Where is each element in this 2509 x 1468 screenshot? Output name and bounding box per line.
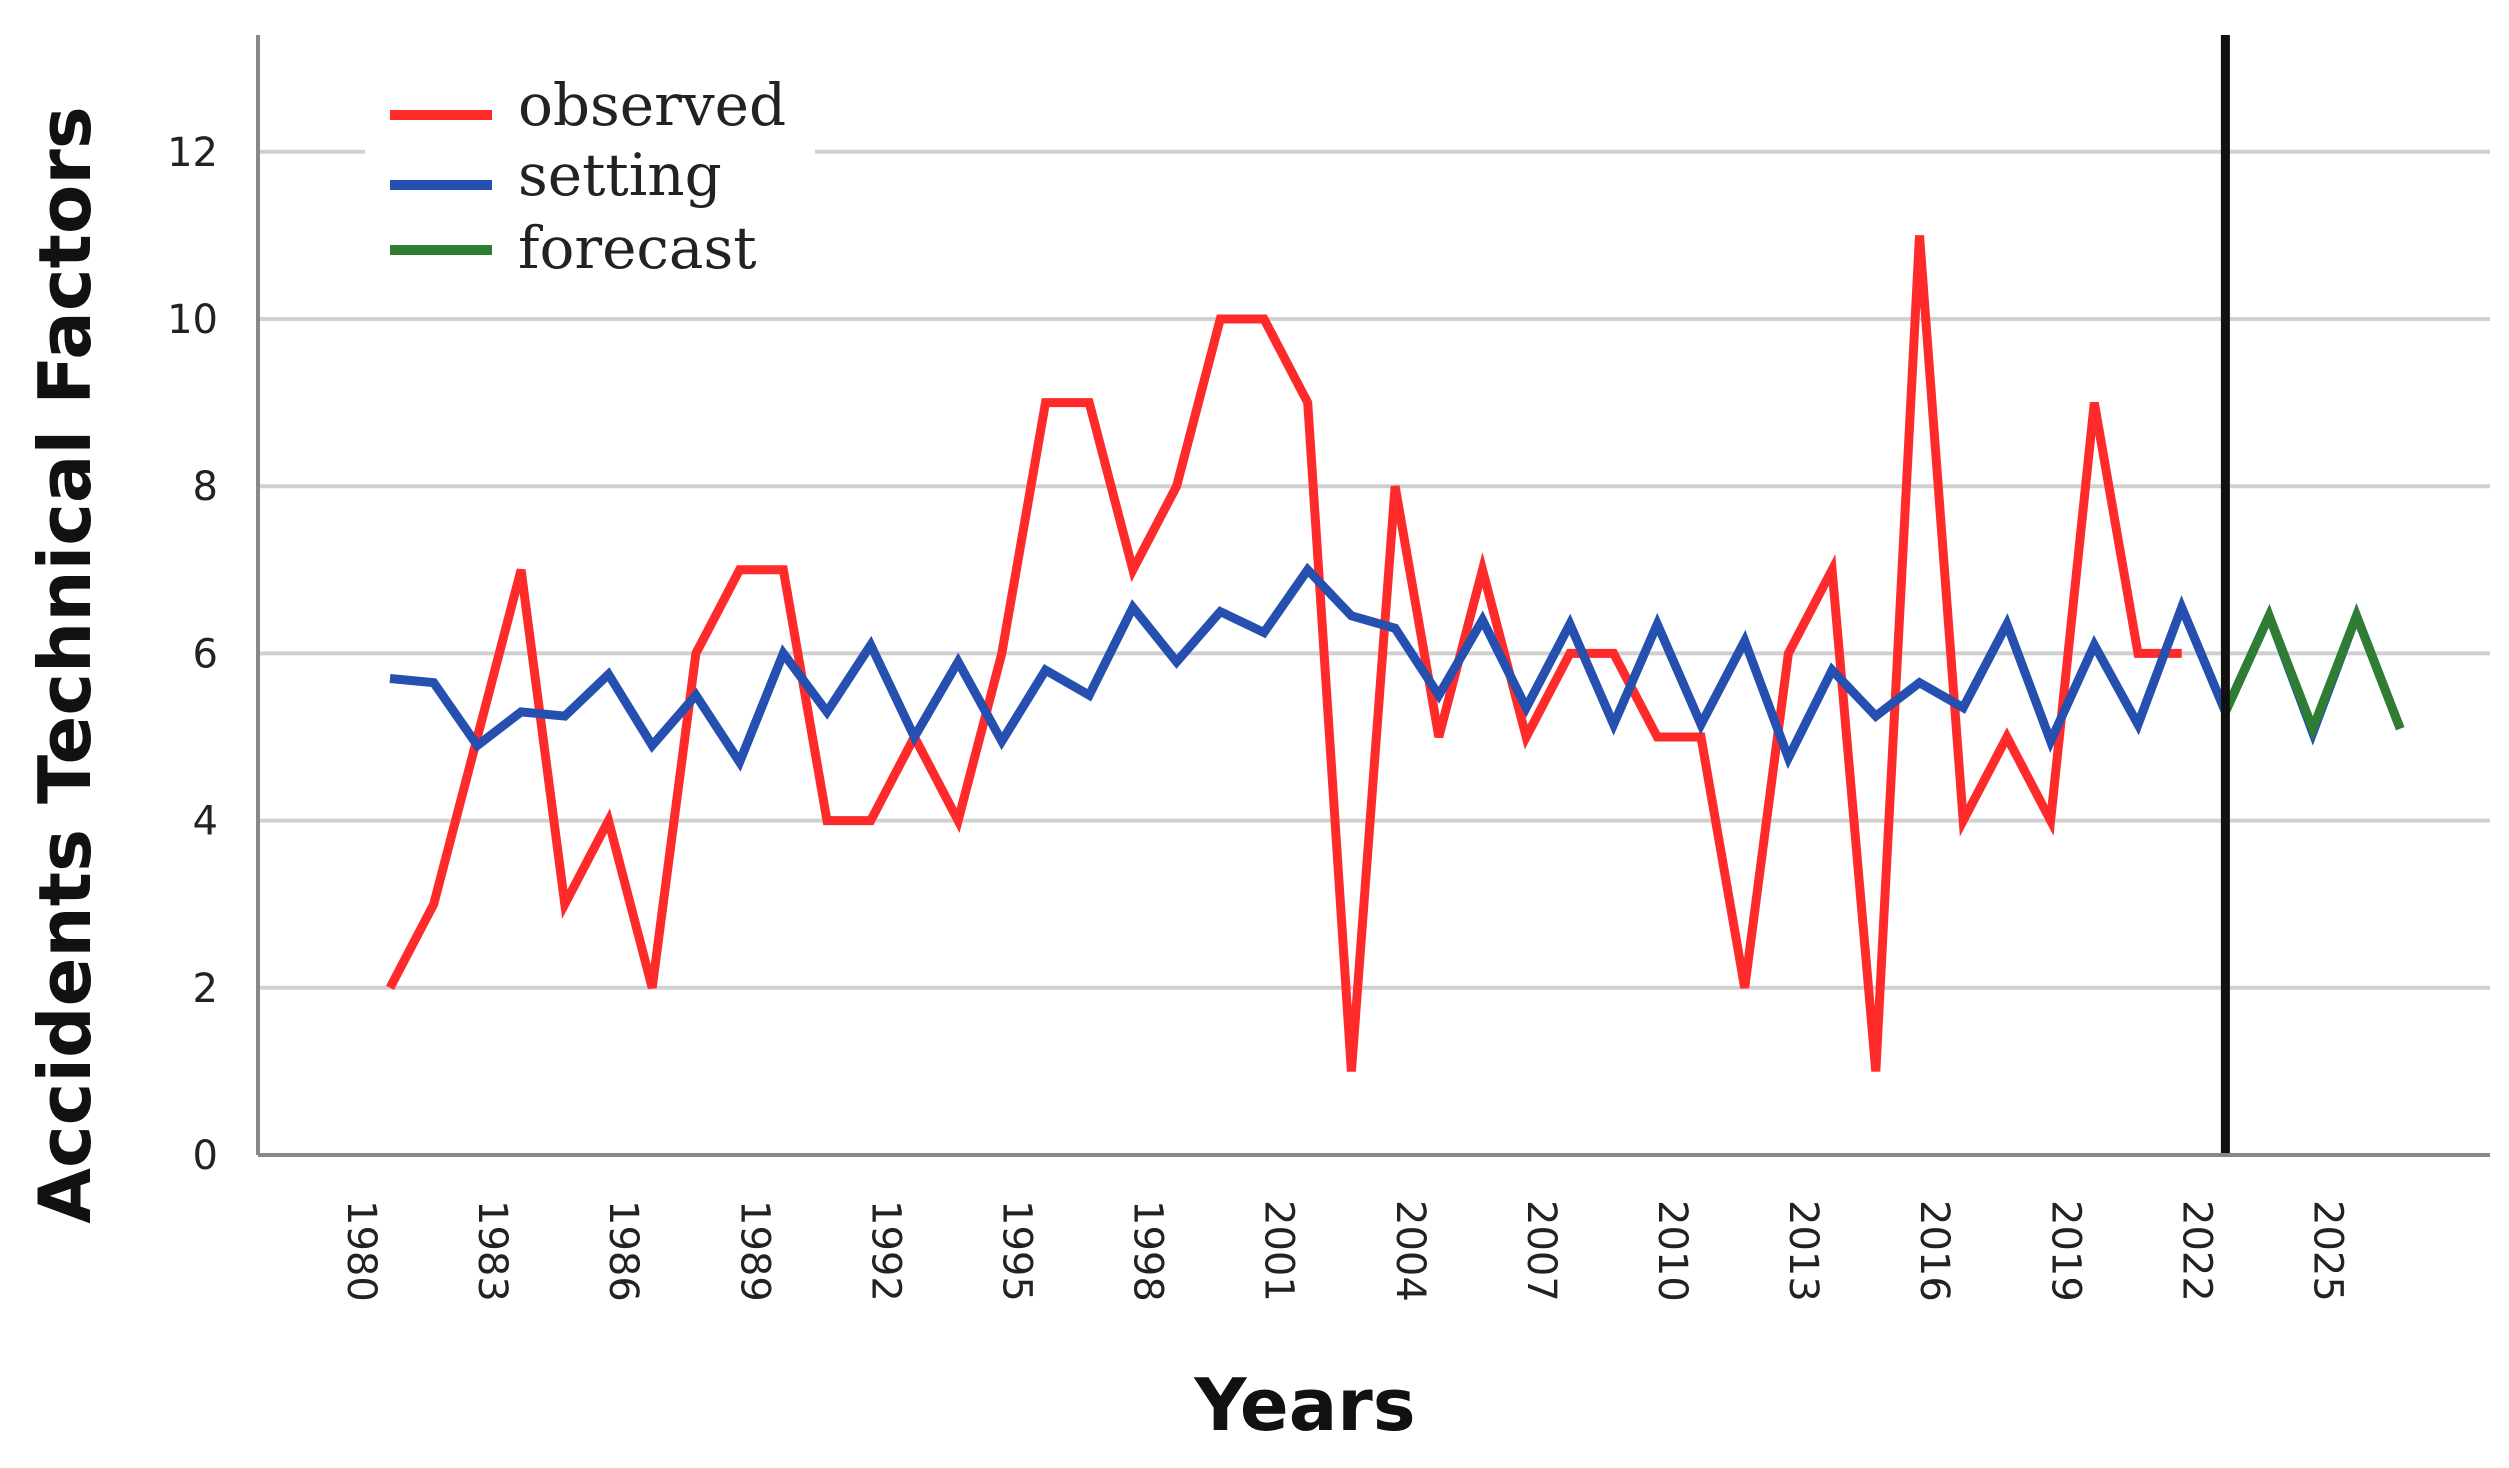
- x-tick-labels: 1980 1983 1986 1989 1992 1995 1998 2001 2004 2007…: [338, 1200, 2351, 1302]
- y-tick-label: 6: [193, 631, 218, 677]
- x-tick-label: 2022: [2173, 1200, 2219, 1302]
- x-tick-label: 1986: [600, 1200, 646, 1302]
- series-line-forecast: [2221, 603, 2405, 742]
- series-line-setting: [389, 562, 2405, 772]
- x-tick-label: 1995: [994, 1200, 1040, 1302]
- legend: observed setting forecast: [365, 70, 815, 282]
- legend-label-setting: setting: [518, 141, 722, 209]
- x-tick-label: 2010: [1649, 1200, 1695, 1302]
- x-tick-label: 2007: [1518, 1200, 1564, 1302]
- x-tick-label: 2016: [1911, 1200, 1957, 1302]
- y-tick-label: 0: [193, 1133, 218, 1179]
- legend-label-observed: observed: [518, 71, 786, 139]
- y-tick-label: 2: [193, 966, 218, 1012]
- y-axis-title: Accidents Technical Factors: [23, 106, 107, 1223]
- y-tick-label: 12: [167, 130, 218, 176]
- x-tick-label: 1992: [862, 1200, 908, 1302]
- x-tick-label: 2013: [1780, 1200, 1826, 1302]
- y-tick-label: 4: [193, 799, 218, 845]
- x-tick-label: 1989: [731, 1200, 777, 1302]
- series-lines: [386, 235, 2405, 1072]
- y-tick-label: 10: [167, 297, 218, 343]
- x-tick-label: 1980: [338, 1200, 384, 1302]
- x-tick-label: 2001: [1256, 1200, 1302, 1302]
- x-tick-label: 1998: [1125, 1200, 1171, 1302]
- x-tick-label: 2004: [1387, 1200, 1433, 1302]
- x-tick-label: 2025: [2305, 1200, 2351, 1302]
- legend-label-forecast: forecast: [518, 214, 757, 282]
- x-axis-title: Years: [1193, 1363, 1415, 1447]
- x-tick-label: 1983: [469, 1200, 515, 1302]
- y-tick-labels: 0 2 4 6 8 10 12: [167, 130, 218, 1179]
- x-tick-label: 2019: [2042, 1200, 2088, 1302]
- y-tick-label: 8: [193, 464, 218, 510]
